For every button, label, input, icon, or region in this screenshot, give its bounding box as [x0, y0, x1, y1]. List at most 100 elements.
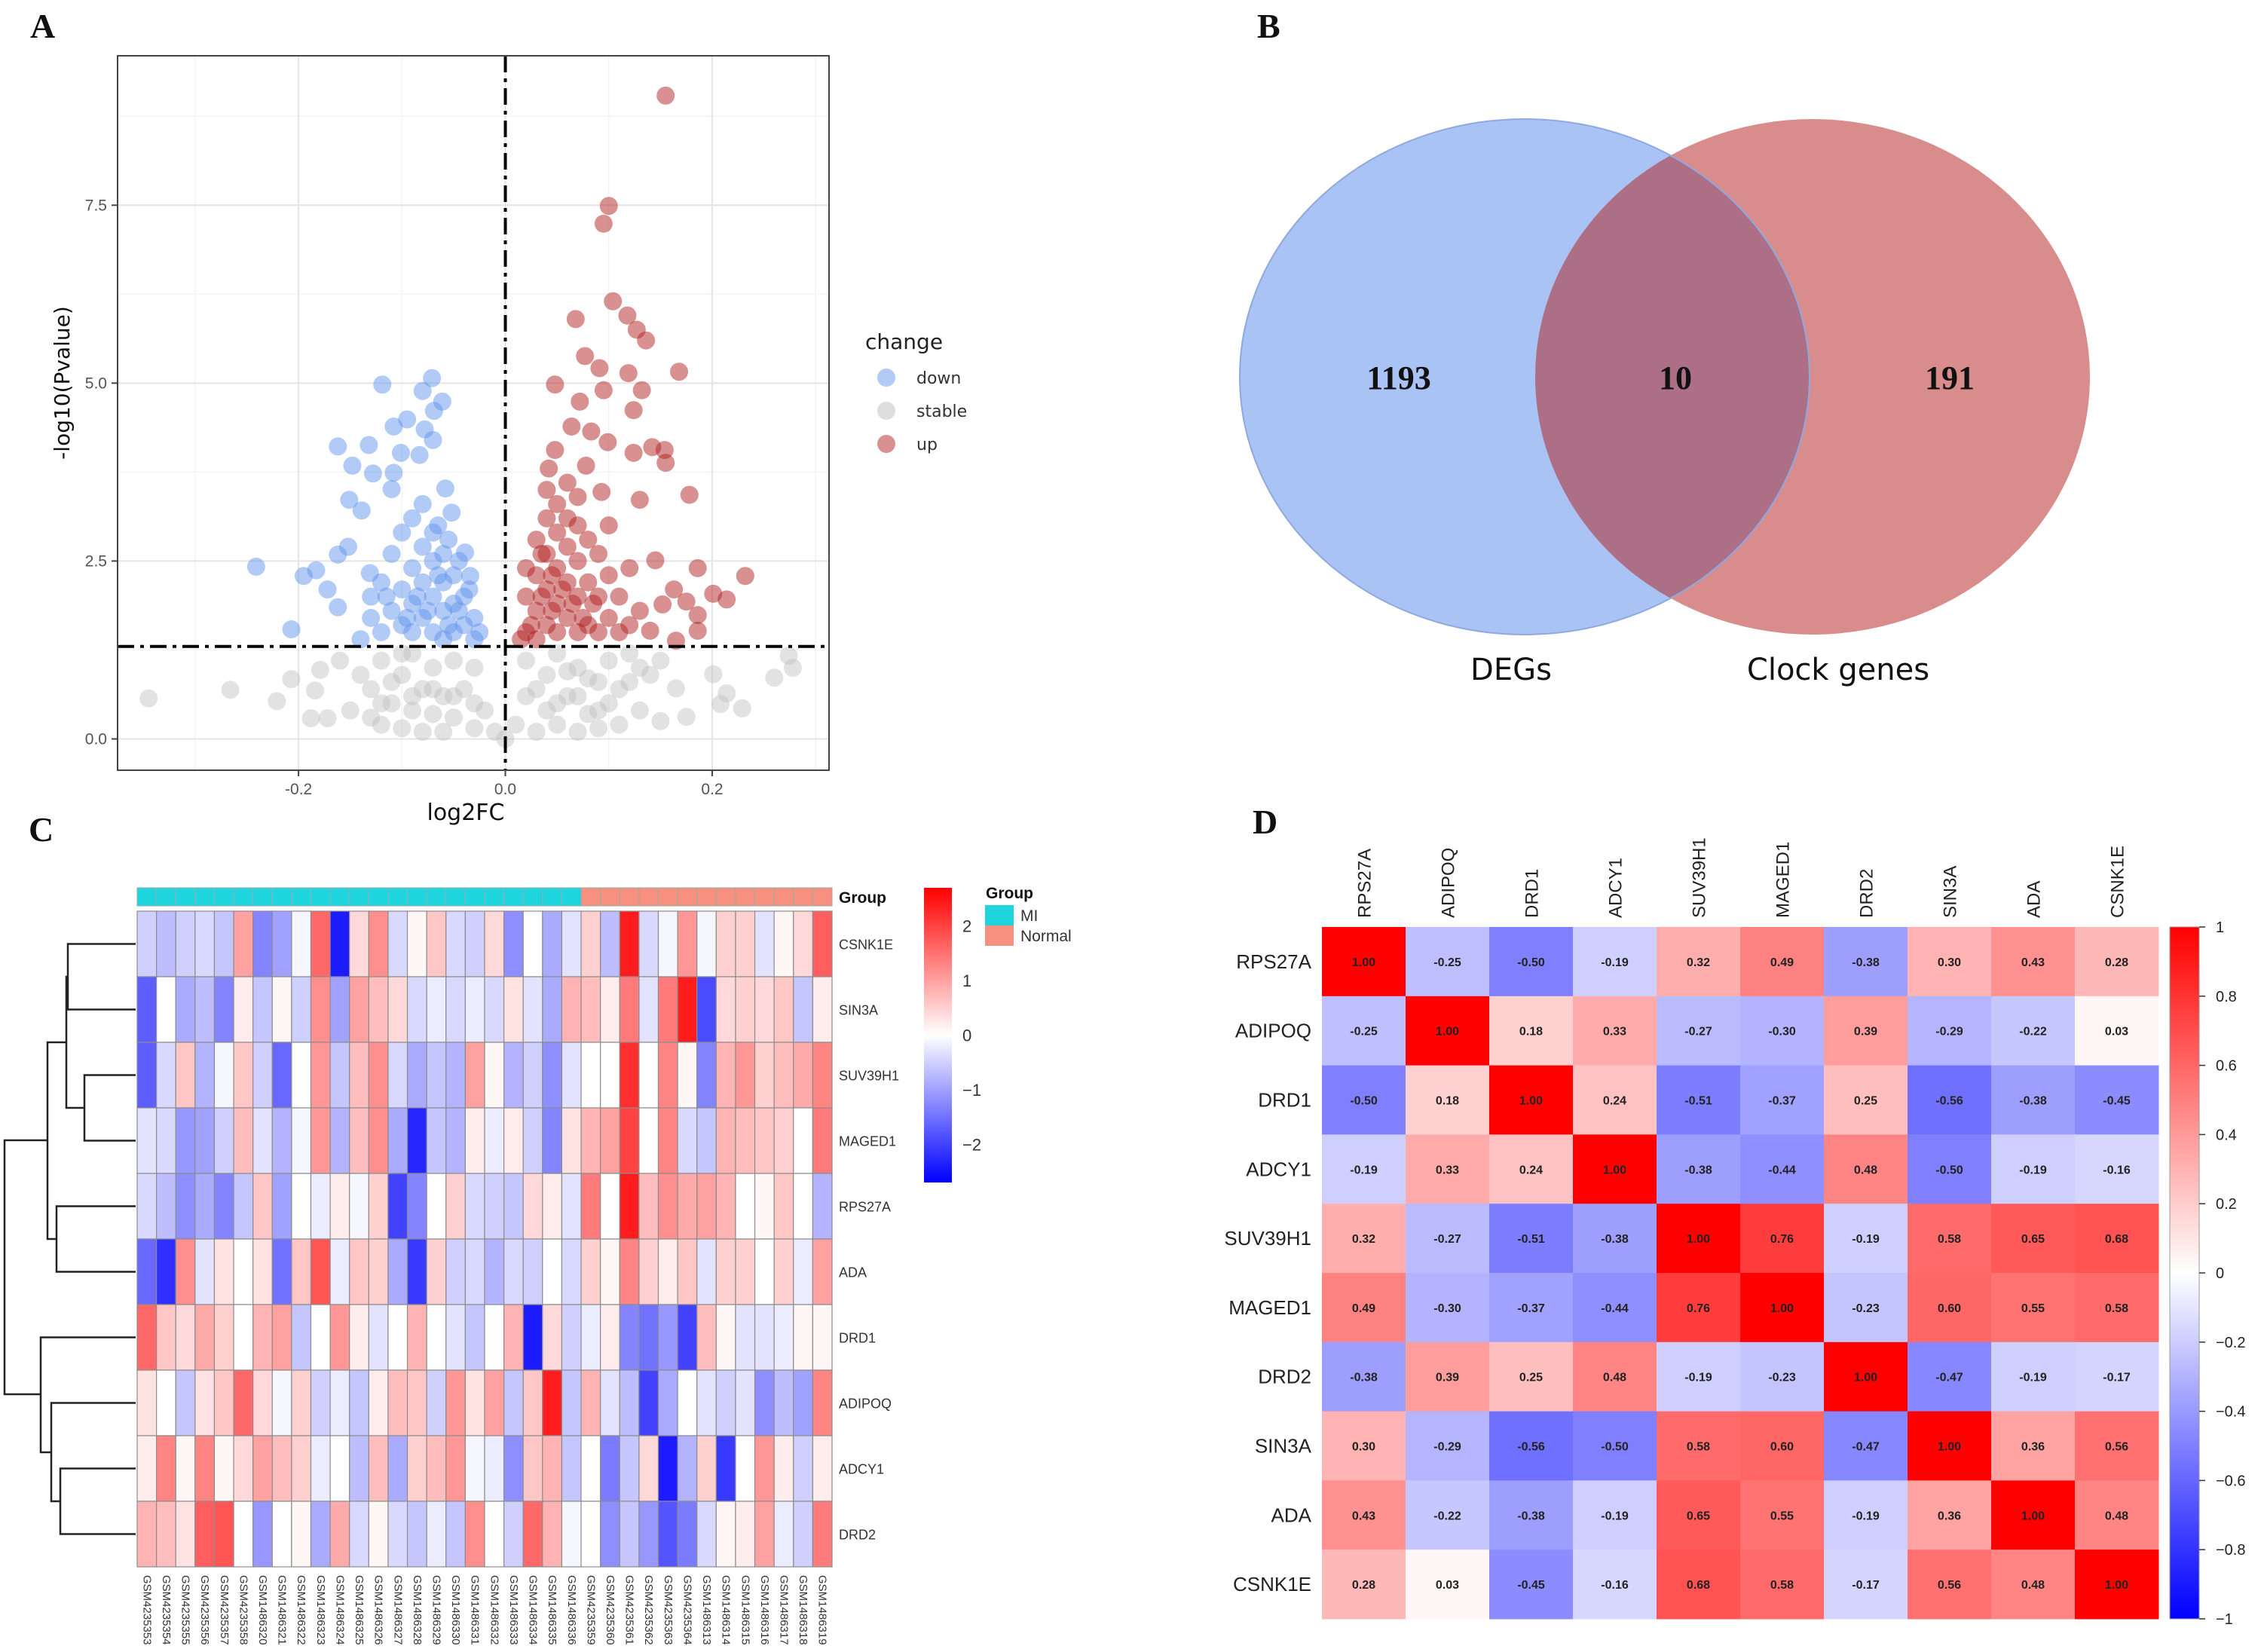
correlation-value: -0.23 [1852, 1302, 1880, 1315]
y-tick-label: 5.0 [85, 375, 107, 392]
data-point-stable [620, 672, 639, 691]
data-point-down [410, 445, 429, 464]
correlation-value: -0.27 [1684, 1026, 1712, 1039]
heatmap-cell [484, 1435, 505, 1502]
correlation-value: -0.37 [1517, 1302, 1545, 1315]
correlation-value: 0.48 [2105, 1510, 2128, 1522]
heatmap-cell [484, 1238, 505, 1305]
correlation-cell [1824, 1204, 1908, 1274]
legend-title: change [865, 329, 943, 354]
heatmap-cell [580, 1238, 601, 1305]
data-point-up [599, 197, 618, 216]
heatmap-cell [387, 1501, 408, 1568]
data-point-up [553, 580, 571, 599]
data-point-up [566, 310, 585, 329]
data-point-up [594, 214, 613, 233]
heatmap-cell [213, 910, 234, 977]
heatmap-cell [522, 1238, 543, 1305]
column-label: GSM1486325 [353, 1575, 366, 1645]
correlation-cell [1908, 1480, 1992, 1550]
heatmap-cell [696, 1369, 717, 1436]
heatmap-cell [735, 1435, 756, 1502]
dendrogram-branch [55, 1205, 136, 1273]
column-label: GSM4235361 [623, 1575, 636, 1645]
data-point-down [434, 544, 453, 563]
heatmap-cell [715, 1173, 736, 1240]
heatmap-cell [754, 1501, 775, 1568]
correlation-cell [1489, 927, 1574, 997]
heatmap-cell [696, 1304, 717, 1371]
heatmap-cell [793, 1304, 813, 1371]
correlation-value: -0.19 [1601, 956, 1629, 969]
column-label: GSM1486314 [720, 1575, 733, 1645]
correlation-value: 0.68 [2105, 1233, 2128, 1246]
correlation-cell [1740, 927, 1825, 997]
correlation-cell [1824, 1065, 1908, 1135]
heatmap-cell [638, 976, 659, 1043]
data-point-up [579, 531, 598, 549]
heatmap-cell [580, 976, 601, 1043]
group-annotation-cell [522, 887, 543, 907]
heatmap-cell [754, 1173, 775, 1240]
data-point-stable [424, 659, 442, 678]
heatmap-cell [406, 1107, 427, 1174]
correlation-value: -0.45 [1517, 1579, 1545, 1592]
data-point-up [558, 608, 577, 627]
data-point-down [362, 587, 381, 606]
heatmap-cell [600, 1107, 620, 1174]
row-label: DRD2 [1258, 1366, 1311, 1388]
data-point-stable [537, 665, 556, 684]
heatmap-cell [194, 1173, 216, 1240]
heatmap-cell [310, 1173, 331, 1240]
panel-label-a: A [30, 7, 55, 45]
venn-count-clock-only: 191 [1925, 359, 1975, 396]
data-point-up [548, 623, 567, 641]
heatmap-cell [561, 1042, 582, 1109]
correlation-value: 1.00 [1519, 1095, 1543, 1108]
heatmap-cell [812, 1238, 833, 1305]
heatmap-cell [484, 976, 505, 1043]
data-point-up [656, 86, 675, 105]
data-point-down [318, 580, 337, 599]
data-point-stable [444, 651, 463, 670]
data-point-down [351, 630, 370, 649]
correlation-cell [1573, 927, 1657, 997]
heatmap-cell [426, 1238, 447, 1305]
heatmap-cell [252, 1042, 273, 1109]
correlation-value: -0.22 [1433, 1510, 1461, 1522]
heatmap-cell [426, 976, 447, 1043]
correlation-cell [1740, 1204, 1825, 1274]
group-annotation-cell [426, 887, 447, 907]
heatmap-cell [754, 1435, 775, 1502]
correlation-value: 1.00 [1854, 1372, 1877, 1384]
heatmap-cell [561, 1173, 582, 1240]
heatmap-cell [406, 976, 427, 1043]
data-point-up [558, 473, 577, 492]
heatmap-cell [368, 1238, 389, 1305]
data-point-down [373, 375, 392, 394]
group-annotation-cell [213, 887, 234, 907]
venn-count-intersection: 10 [1659, 359, 1692, 396]
data-point-stable [610, 715, 629, 734]
data-point-up [589, 623, 608, 641]
heatmap-cell [368, 1107, 389, 1174]
column-label: GSM4235356 [198, 1575, 211, 1645]
correlation-cell [1824, 927, 1908, 997]
data-point-up [688, 606, 707, 625]
correlation-value: -0.37 [1768, 1095, 1796, 1108]
heatmap-cell [812, 976, 833, 1043]
data-point-down [413, 381, 432, 400]
heatmap-cell [580, 1042, 601, 1109]
correlation-value: 0.28 [1352, 1579, 1375, 1592]
heatmap-cell [252, 1107, 273, 1174]
data-point-stable [306, 681, 325, 700]
correlation-cell [1908, 996, 1992, 1066]
data-point-down [429, 516, 448, 535]
data-point-up [637, 331, 656, 350]
column-label: GSM1486336 [565, 1575, 578, 1645]
data-point-stable [393, 719, 412, 738]
data-point-up [582, 422, 601, 441]
data-point-down [352, 501, 371, 520]
panel-label-d: D [1253, 803, 1277, 841]
correlation-value: -0.22 [2019, 1026, 2047, 1039]
